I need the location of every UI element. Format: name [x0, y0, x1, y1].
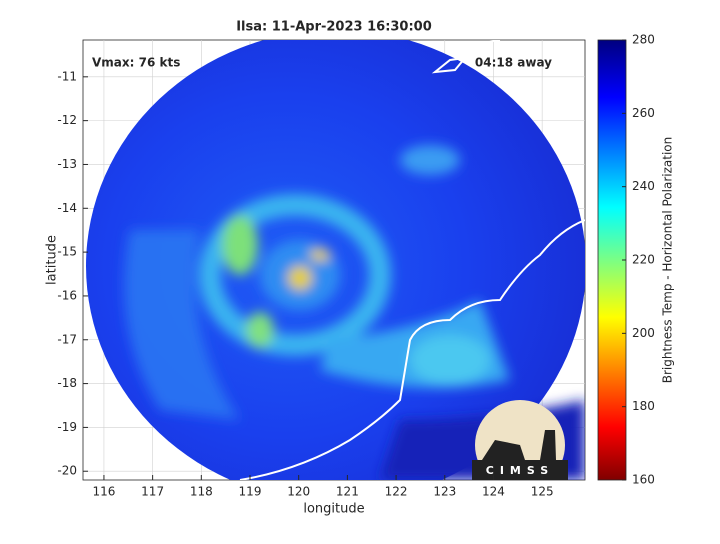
y-tick-label: -13 — [57, 157, 77, 171]
x-tick-label: 119 — [239, 485, 262, 499]
logo-text: CIMSS — [486, 464, 554, 477]
y-tick-label: -11 — [57, 69, 77, 83]
x-tick-label: 123 — [433, 485, 456, 499]
annotation: Vmax: 76 kts — [92, 56, 180, 70]
colorbar-tick-label: 240 — [632, 179, 655, 193]
chart-title: Ilsa: 11-Apr-2023 16:30:00 — [236, 20, 432, 35]
y-tick-label: -16 — [57, 288, 77, 302]
satellite-image: CIMSS — [86, 40, 585, 480]
y-tick-label: -18 — [57, 376, 77, 390]
x-tick-label: 118 — [190, 485, 213, 499]
x-tick-label: 121 — [336, 485, 359, 499]
colorbar-tick-label: 280 — [632, 33, 655, 47]
x-tick-label: 124 — [482, 485, 505, 499]
x-tick-label: 122 — [385, 485, 408, 499]
y-tick-label: -20 — [57, 464, 77, 478]
colorbar-tick-label: 160 — [632, 473, 655, 487]
y-tick-label: -17 — [57, 332, 77, 346]
y-tick-label: -15 — [57, 245, 77, 259]
x-axis-label: longitude — [303, 502, 364, 517]
x-tick-label: 117 — [141, 485, 164, 499]
x-tick-label: 125 — [531, 485, 554, 499]
x-tick-label: 116 — [92, 485, 115, 499]
y-tick-label: -19 — [57, 420, 77, 434]
colorbar-label: Brightness Temp - Horizontal Polarizatio… — [661, 137, 675, 384]
colorbar-tick-label: 180 — [632, 399, 655, 413]
y-tick-label: -12 — [57, 113, 77, 127]
x-tick-label: 120 — [287, 485, 310, 499]
y-tick-label: -14 — [57, 201, 77, 215]
colorbar-tick-label: 260 — [632, 106, 655, 120]
y-axis-label: latitude — [45, 235, 60, 285]
colorbar-tick-label: 200 — [632, 326, 655, 340]
annotation: 04:18 away — [475, 56, 552, 70]
colorbar — [597, 39, 627, 481]
colorbar-tick-label: 220 — [632, 253, 655, 267]
